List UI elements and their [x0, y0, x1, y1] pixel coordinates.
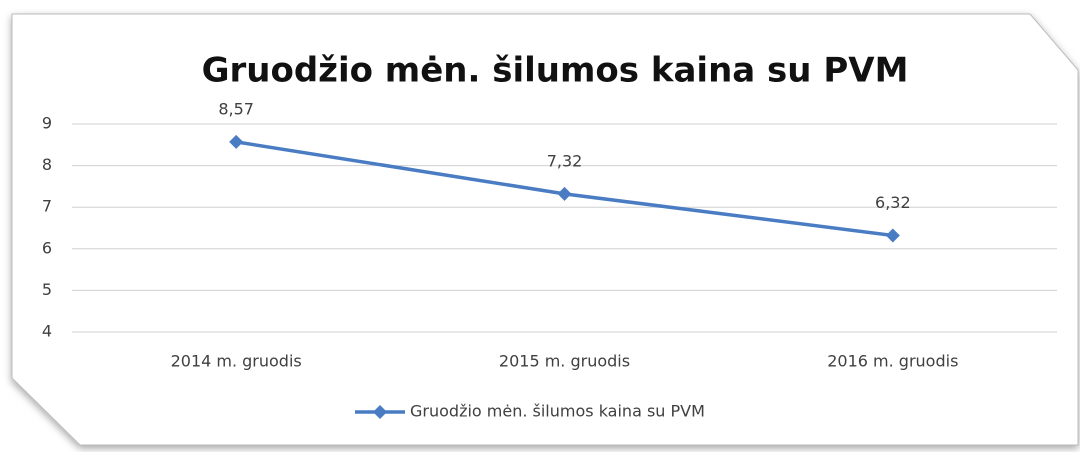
point-marker [557, 186, 572, 201]
y-tick-label: 4 [42, 322, 52, 341]
x-tick-label: 2016 m. gruodis [827, 352, 958, 371]
data-label: 6,32 [875, 193, 911, 212]
y-tick-label: 8 [42, 155, 52, 174]
y-tick-label: 6 [42, 238, 52, 257]
y-tick-label: 5 [42, 280, 52, 299]
y-tick-label: 9 [42, 114, 52, 133]
x-tick-label: 2014 m. gruodis [171, 352, 302, 371]
point-marker [885, 228, 900, 243]
legend-marker [373, 405, 387, 419]
x-tick-label: 2015 m. gruodis [499, 352, 630, 371]
legend-label: Gruodžio mėn. šilumos kaina su PVM [410, 402, 705, 421]
data-label: 7,32 [547, 151, 583, 170]
point-marker [229, 134, 244, 149]
chart-title: Gruodžio mėn. šilumos kaina su PVM [202, 51, 909, 91]
y-tick-label: 7 [42, 197, 52, 216]
data-label: 8,57 [218, 99, 254, 118]
chart-panel [11, 13, 1079, 446]
